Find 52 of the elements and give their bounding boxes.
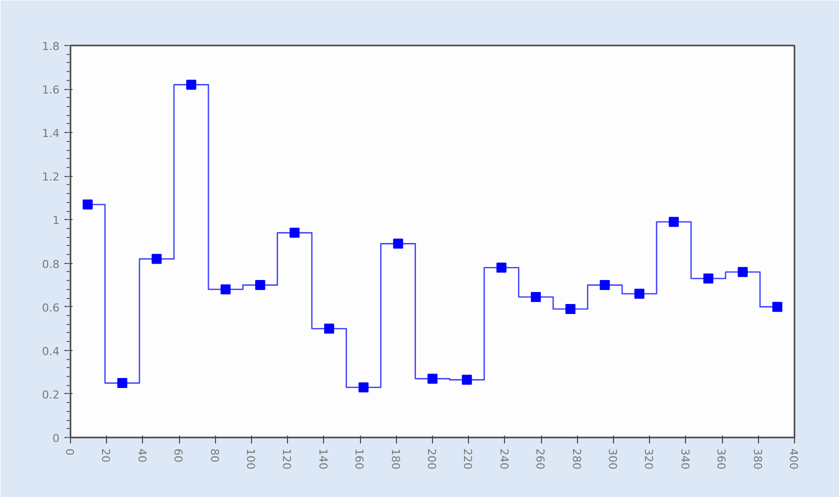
- y-tick-label: 0: [52, 432, 60, 445]
- y-tick-label: 1.6: [42, 84, 60, 97]
- point: [738, 266, 748, 277]
- point: [600, 280, 610, 290]
- x-tick-label: 60: [172, 448, 185, 462]
- y-tick-label: 0.8: [42, 258, 60, 271]
- x-tick-label: 360: [714, 448, 728, 470]
- x-tick-label: 400: [787, 448, 800, 470]
- point: [358, 382, 369, 392]
- y-tick-label: 0.2: [42, 388, 60, 402]
- point: [634, 288, 644, 299]
- point: [668, 216, 679, 227]
- point: [220, 284, 231, 294]
- x-tick-label: 0: [63, 448, 76, 456]
- y-tick-label: 1: [52, 214, 60, 228]
- x-tick-label: 100: [244, 448, 257, 470]
- x-tick-label: 160: [352, 448, 366, 470]
- x-tick-label: 260: [534, 448, 547, 470]
- x-tick-label: 200: [425, 448, 438, 470]
- point: [703, 274, 714, 284]
- x-tick-label: 300: [606, 448, 619, 470]
- x-tick-label: 140: [316, 448, 330, 470]
- y-tick-label: 1.4: [42, 127, 60, 140]
- point: [772, 302, 782, 312]
- y-tick-label: 0.6: [42, 301, 60, 314]
- y-tick-label: 1.8: [42, 40, 60, 53]
- x-tick-label: 340: [678, 448, 692, 470]
- y-tick-label: 1.2: [42, 170, 60, 184]
- point: [186, 80, 196, 90]
- point: [393, 238, 404, 249]
- x-tick-label: 80: [208, 448, 221, 462]
- x-tick-label: 280: [570, 448, 583, 470]
- point: [462, 374, 472, 385]
- point: [255, 280, 266, 290]
- point: [496, 262, 506, 273]
- x-tick-label: 20: [99, 448, 112, 462]
- point: [82, 199, 93, 210]
- y-tick-label: 0.4: [42, 344, 60, 358]
- x-tick-label: 320: [642, 448, 656, 470]
- point: [117, 378, 128, 388]
- point: [565, 304, 576, 314]
- x-tick-label: 180: [388, 448, 402, 470]
- x-tick-label: 220: [461, 448, 474, 470]
- point: [428, 374, 438, 384]
- point: [324, 324, 334, 334]
- x-tick-label: 120: [280, 448, 294, 470]
- x-tick-label: 240: [497, 448, 510, 470]
- x-tick-label: 40: [135, 448, 148, 462]
- point: [530, 292, 541, 302]
- point: [152, 254, 162, 264]
- point: [290, 228, 300, 238]
- x-tick-label: 380: [750, 448, 764, 470]
